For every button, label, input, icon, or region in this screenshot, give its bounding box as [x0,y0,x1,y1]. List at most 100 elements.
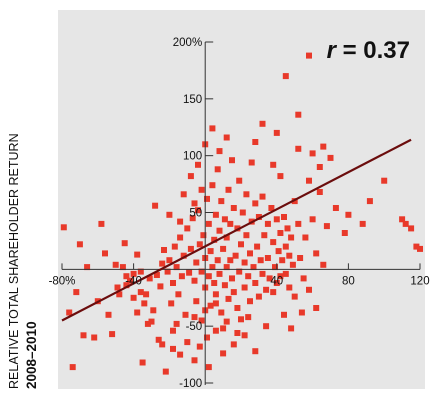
data-point [281,311,287,318]
data-point [259,270,266,277]
y-tick-label: 50 [189,208,202,220]
data-point [127,277,133,284]
data-point [218,198,225,205]
data-point [60,224,67,231]
data-point [204,334,210,341]
data-point [273,280,280,286]
data-point [229,275,235,282]
data-point [195,161,201,168]
data-point [73,289,80,296]
data-point [239,209,246,216]
data-point [295,220,302,227]
data-point [248,159,255,166]
data-point [282,243,289,250]
data-point [80,332,87,339]
data-point [264,255,271,261]
data-point [234,330,241,336]
data-point [198,317,205,324]
data-point [270,239,277,246]
data-point [238,316,244,323]
data-point [119,264,126,271]
data-point [252,200,259,207]
data-point [309,150,316,157]
data-point [232,252,239,259]
data-point [243,191,250,198]
data-point [209,264,216,271]
data-point [98,220,105,227]
data-point [69,364,76,371]
data-point [417,245,423,252]
data-point [399,216,406,223]
data-point [205,220,212,227]
data-point [211,280,218,286]
data-point [252,348,259,355]
data-point [193,298,200,305]
data-point [214,166,221,173]
data-point [180,252,187,259]
data-point [177,351,184,358]
data-point [323,223,330,230]
data-point [247,298,253,305]
data-point [146,275,153,282]
data-point [236,177,243,184]
y-tick-label: -100 [179,378,202,389]
data-point [297,255,304,261]
data-point [184,339,191,346]
data-point [211,236,218,243]
data-point [270,161,277,168]
data-point [281,214,287,220]
data-point [320,143,327,150]
data-point [238,241,244,248]
data-point [275,248,282,255]
data-point [189,215,196,222]
data-point [191,200,198,207]
data-point [381,177,388,184]
data-point [252,139,259,145]
data-point [144,320,151,327]
data-point [216,148,223,155]
data-point [234,305,241,311]
data-point [273,216,280,223]
data-point [214,257,221,264]
data-point [200,232,207,239]
data-point [112,261,119,268]
data-point [198,268,205,275]
data-point [180,191,187,198]
data-point [288,325,295,332]
data-point [187,173,194,180]
data-point [255,214,262,220]
data-point [316,164,323,170]
r-value: = 0.37 [336,37,410,64]
data-point [173,264,180,271]
data-point [159,341,166,348]
data-point [139,359,146,366]
data-point [273,129,280,136]
data-point [170,280,176,286]
data-point [123,282,130,289]
r-symbol: r [327,37,338,64]
data-point [168,300,175,307]
data-point [195,207,201,214]
data-point [266,275,273,282]
data-point [223,134,230,141]
data-point [114,284,121,291]
data-point [277,173,284,180]
data-point [257,257,264,264]
data-point [236,268,243,275]
data-point [66,309,73,316]
data-point [162,368,169,375]
data-point [207,302,214,309]
data-point [259,120,266,127]
data-point [230,205,237,211]
data-point [286,284,293,291]
data-point [191,314,198,321]
data-point [261,232,268,239]
data-point [221,216,228,223]
data-point [182,311,189,318]
data-point [137,268,144,275]
data-point [207,248,214,255]
data-point [277,230,284,236]
data-point [191,277,198,284]
data-point [229,157,235,164]
